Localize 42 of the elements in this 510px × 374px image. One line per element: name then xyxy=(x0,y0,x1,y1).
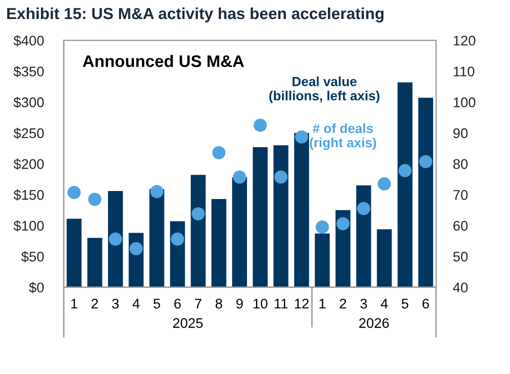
text: 2026 xyxy=(359,318,389,328)
y2-tick-label: 40 xyxy=(453,282,468,292)
y2-tick-label: 80 xyxy=(453,159,468,169)
series-label: # of deals (right axis) xyxy=(310,123,376,150)
x-tick-label: 6 xyxy=(422,298,429,309)
x-tick-label: 8 xyxy=(216,298,222,309)
y-tick-label: $300 xyxy=(14,96,44,108)
chart-title: Exhibit 15: US M&A activity has been accelerating xyxy=(7,7,384,22)
text: Announced US M&A xyxy=(82,54,244,68)
y-tick-label: $250 xyxy=(14,128,44,139)
x-tick-label: 4 xyxy=(380,298,388,308)
y2-tick-label: 120 xyxy=(454,36,476,46)
y2-tick-label: 100 xyxy=(454,97,476,108)
series-label: Deal value (billions, left axis) xyxy=(269,76,380,104)
y2-tick-label: 110 xyxy=(454,66,474,76)
text: 2025 xyxy=(173,318,203,328)
x-tick-label: 6 xyxy=(174,298,181,309)
x-tick-label: 3 xyxy=(360,298,367,309)
y2-tick-label: 50 xyxy=(453,252,468,262)
x-tick-label: 11 xyxy=(274,298,288,308)
x-tick-label: 7 xyxy=(195,298,202,308)
x-tick-label: 3 xyxy=(112,298,119,309)
x-tick-label: 12 xyxy=(294,298,309,308)
x-tick-label: 9 xyxy=(236,298,243,309)
x-tick-label: 1 xyxy=(319,298,326,308)
x-tick-label: 2 xyxy=(340,298,346,308)
x-tick-label: 4 xyxy=(132,298,140,308)
x-tick-label: 10 xyxy=(254,298,268,309)
y-tick-label: $100 xyxy=(14,220,44,232)
y2-tick-label: 70 xyxy=(453,190,468,200)
y-tick-label: $150 xyxy=(14,189,44,201)
y-tick-label: $200 xyxy=(14,158,44,170)
y2-tick-label: 90 xyxy=(453,128,468,138)
x-tick-label: 5 xyxy=(402,298,408,309)
x-tick-label: 2 xyxy=(92,298,98,308)
y2-tick-label: 60 xyxy=(453,220,468,231)
y-tick-label: $0 xyxy=(29,282,44,294)
y-tick-label: $400 xyxy=(14,35,44,46)
x-tick-label: 5 xyxy=(154,298,160,309)
y-tick-label: $50 xyxy=(21,251,44,262)
x-tick-label: 1 xyxy=(71,298,78,308)
y-tick-label: $350 xyxy=(14,66,44,78)
